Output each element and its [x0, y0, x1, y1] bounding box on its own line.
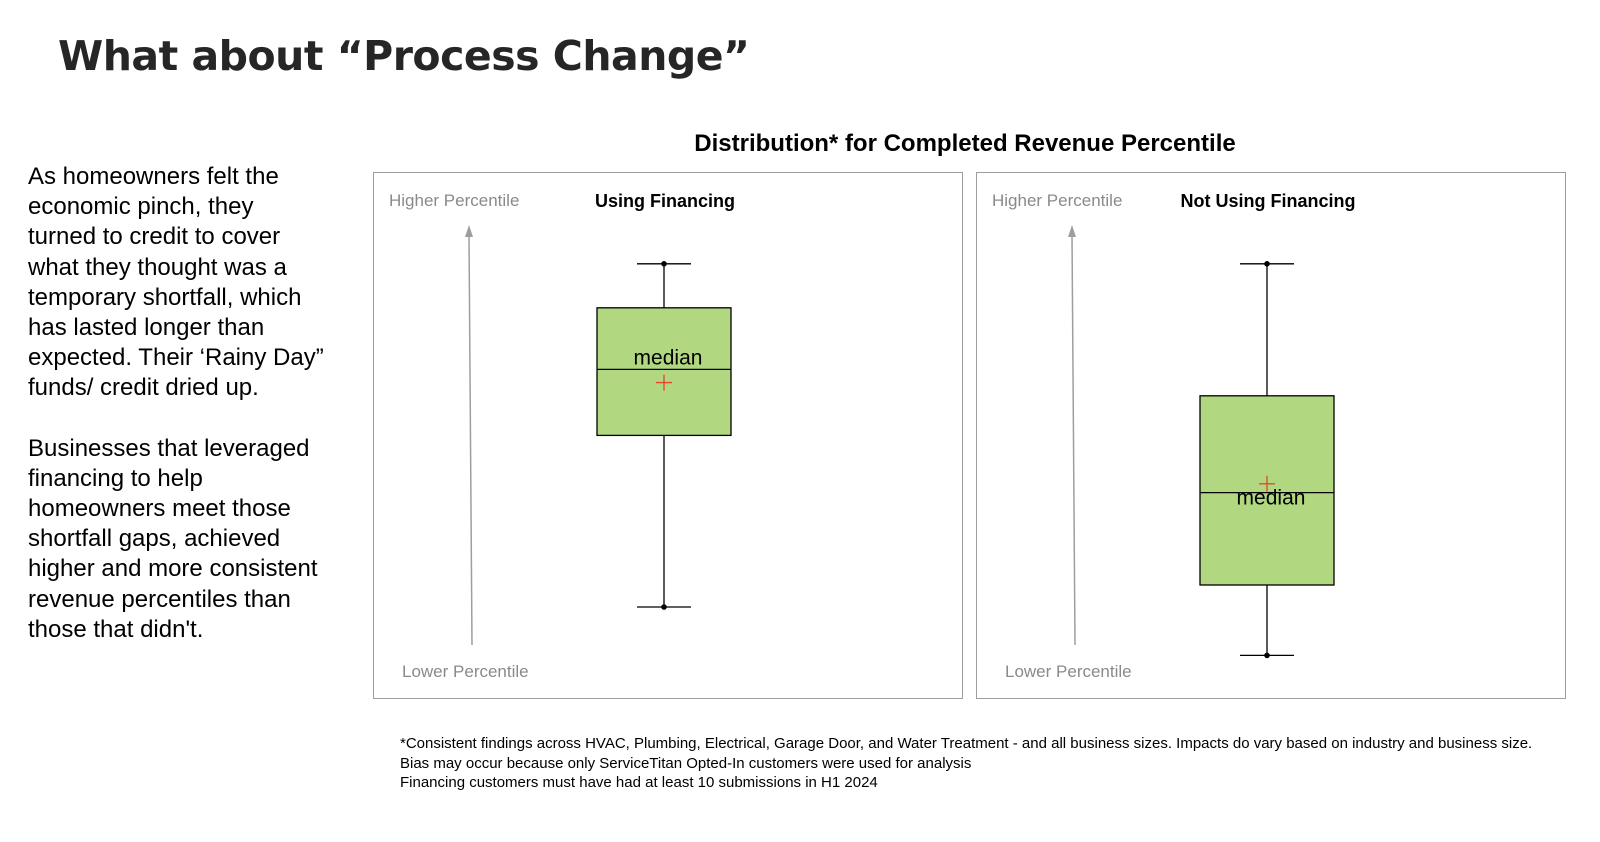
- box-plot-using-financing: Higher Percentile Lower Percentile Using F…: [389, 191, 735, 681]
- arrow-up-icon: [1068, 225, 1076, 237]
- median-label: median: [634, 346, 703, 369]
- mean-marker: [1259, 475, 1275, 492]
- footnote-line: *Consistent findings across HVAC, Plumbi…: [400, 735, 1533, 752]
- y-axis-label-high: Higher Percentile: [389, 191, 519, 210]
- y-axis-arrow-line: [1071, 234, 1076, 646]
- footnote: *Consistent findings across HVAC, Plumbi…: [400, 734, 1550, 793]
- iqr-box: [596, 307, 732, 437]
- mean-marker: [656, 374, 672, 391]
- body-paragraph: Businesses that leveraged financing to h…: [28, 434, 318, 643]
- max-point: [1264, 261, 1270, 267]
- chart-panel-not-using-financing: Higher Percentile Lower Percentile Not Usi…: [976, 172, 1566, 699]
- page-title: What about “Process Change”: [58, 32, 750, 80]
- min-point: [1264, 652, 1270, 659]
- footnote-line: Financing customers must have had at lea…: [400, 774, 878, 791]
- min-point: [661, 604, 667, 610]
- y-axis-label-high: Higher Percentile: [992, 191, 1122, 210]
- footnote-line: Bias may occur because only ServiceTitan…: [400, 754, 972, 772]
- box-plot-not-using-financing: Higher Percentile Lower Percentile Not Usi…: [992, 191, 1356, 681]
- y-axis-label-low: Lower Percentile: [1005, 662, 1132, 681]
- max-point: [661, 261, 667, 267]
- series-title: Using Financing: [595, 191, 735, 211]
- body-text: As homeowners felt the economic pinch, t…: [28, 162, 328, 645]
- y-axis-label-low: Lower Percentile: [402, 662, 529, 681]
- y-axis-arrow-line: [468, 234, 473, 646]
- arrow-up-icon: [465, 225, 473, 237]
- body-paragraph: As homeowners felt the economic pinch, t…: [28, 163, 324, 402]
- chart-title: Distribution* for Completed Revenue Perc…: [694, 130, 1236, 157]
- median-label: median: [1237, 487, 1306, 510]
- series-title: Not Using Financing: [1181, 191, 1356, 211]
- chart-panel-using-financing: Higher Percentile Lower Percentile Using F…: [373, 172, 963, 699]
